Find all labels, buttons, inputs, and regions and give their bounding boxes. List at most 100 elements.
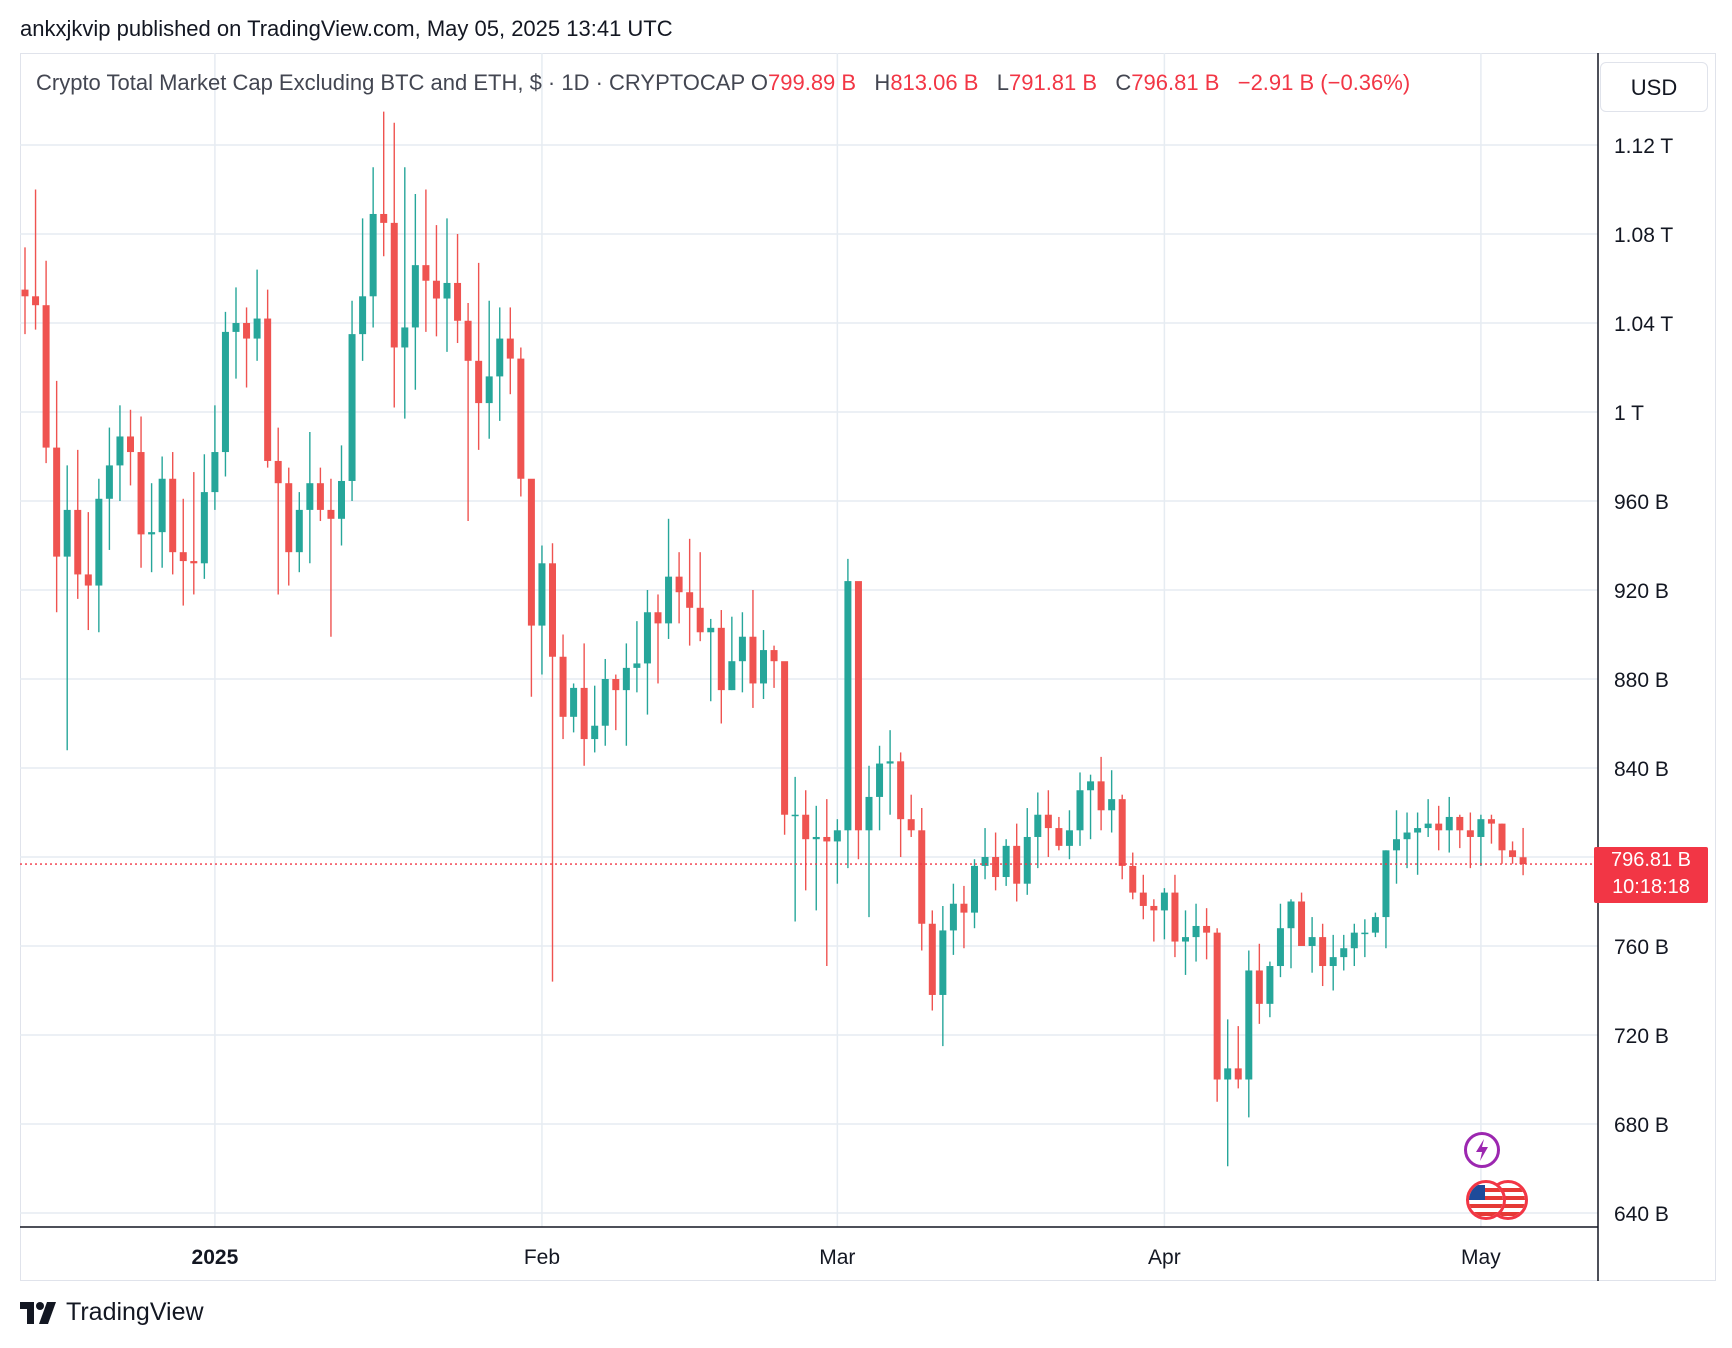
- change-value: −2.91 B (−0.36%): [1237, 70, 1411, 95]
- candle-down: [127, 409, 134, 486]
- candle-body: [443, 282, 451, 299]
- candle-down: [527, 478, 535, 697]
- candle-body: [1234, 1068, 1242, 1080]
- x-tick-label: 2025: [192, 1246, 239, 1269]
- candle-up: [1393, 810, 1400, 884]
- candle-body: [1150, 905, 1158, 911]
- candle-body: [1298, 901, 1306, 946]
- us-flag-event-icon[interactable]: [1466, 1180, 1506, 1220]
- candle-body: [422, 265, 430, 281]
- y-tick-label: 960 B: [1614, 491, 1669, 514]
- candle-down: [749, 590, 757, 708]
- candle-up: [496, 307, 504, 421]
- y-tick-label: 1.04 T: [1614, 313, 1673, 336]
- candle-up: [1308, 917, 1316, 973]
- candle-up: [1382, 850, 1390, 949]
- candle-down: [781, 661, 789, 835]
- close-value: 796.81 B: [1131, 70, 1220, 95]
- low-value: 791.81 B: [1008, 70, 1098, 95]
- candle-down: [179, 498, 187, 606]
- candle-body: [158, 478, 166, 533]
- x-tick-label: Feb: [524, 1246, 560, 1269]
- candle-down: [1139, 874, 1147, 920]
- candle-body: [633, 663, 641, 668]
- candle-up: [1424, 799, 1432, 837]
- candle-body: [1329, 957, 1337, 967]
- candle-down: [770, 645, 778, 688]
- candle-up: [1160, 888, 1168, 940]
- candle-body: [1129, 865, 1137, 893]
- y-tick-label: 880 B: [1614, 669, 1669, 692]
- candle-up: [844, 558, 852, 869]
- candle-down: [612, 674, 620, 731]
- candle-body: [802, 814, 810, 840]
- candle-up: [643, 590, 651, 715]
- candle-up: [1023, 808, 1031, 895]
- candle-body: [928, 923, 936, 995]
- candle-body: [359, 296, 367, 335]
- candle-down: [475, 262, 483, 450]
- candle-body: [306, 483, 314, 510]
- candle-down: [517, 347, 525, 497]
- x-tick-label: Mar: [819, 1246, 855, 1269]
- candle-body: [148, 532, 156, 535]
- candle-body: [886, 761, 894, 764]
- currency-button[interactable]: USD: [1600, 62, 1708, 112]
- tradingview-brand[interactable]: TradingView: [20, 1298, 204, 1327]
- candle-body: [21, 289, 29, 297]
- candle-body: [971, 865, 978, 913]
- candle-down: [506, 307, 514, 395]
- candle-body: [190, 561, 198, 564]
- candle-body: [1160, 892, 1168, 911]
- candle-body: [707, 627, 715, 633]
- candle-body: [918, 830, 926, 924]
- candle-up: [939, 905, 947, 1047]
- close-label: C: [1115, 70, 1132, 95]
- candle-body: [316, 483, 324, 510]
- candle-up: [665, 518, 673, 639]
- candle-body: [1213, 932, 1221, 1080]
- bar-countdown: 10:18:18: [1612, 876, 1690, 898]
- flash-event-icon[interactable]: [1464, 1132, 1500, 1168]
- candle-up: [633, 621, 641, 693]
- candle-up: [1002, 839, 1010, 886]
- candle-up: [1076, 772, 1084, 846]
- candle-body: [601, 679, 609, 726]
- candle-down: [1150, 899, 1158, 942]
- candle-up: [1445, 796, 1453, 853]
- candle-body: [1065, 830, 1073, 846]
- candle-down: [854, 581, 862, 860]
- candle-up: [148, 483, 156, 573]
- y-tick-label: 1.08 T: [1614, 224, 1673, 247]
- candle-up: [1371, 912, 1379, 938]
- candle-down: [823, 799, 831, 967]
- candle-body: [559, 656, 567, 717]
- candle-down: [1435, 805, 1443, 851]
- candle-body: [232, 323, 240, 332]
- candle-body: [791, 814, 799, 817]
- candle-body: [127, 436, 134, 453]
- candle-body: [1382, 850, 1390, 918]
- candle-up: [253, 269, 261, 361]
- candle-body: [527, 478, 535, 626]
- candle-body: [253, 318, 261, 339]
- candle-body: [338, 480, 345, 519]
- candle-up: [1266, 961, 1274, 1018]
- candle-body: [675, 576, 683, 593]
- candle-down: [1097, 756, 1105, 831]
- candle-down: [264, 289, 272, 468]
- y-tick-label: 720 B: [1614, 1025, 1669, 1048]
- candle-body: [1466, 830, 1474, 837]
- candle-body: [1245, 970, 1253, 1080]
- candle-body: [770, 650, 778, 662]
- high-label: H: [874, 70, 891, 95]
- candle-body: [1361, 932, 1369, 935]
- candle-body: [496, 338, 504, 377]
- candle-body: [591, 725, 599, 740]
- chart-frame: [20, 53, 1716, 1281]
- candle-up: [971, 859, 978, 929]
- candle-up: [622, 643, 630, 746]
- candle-body: [285, 483, 293, 553]
- candle-down: [285, 467, 293, 586]
